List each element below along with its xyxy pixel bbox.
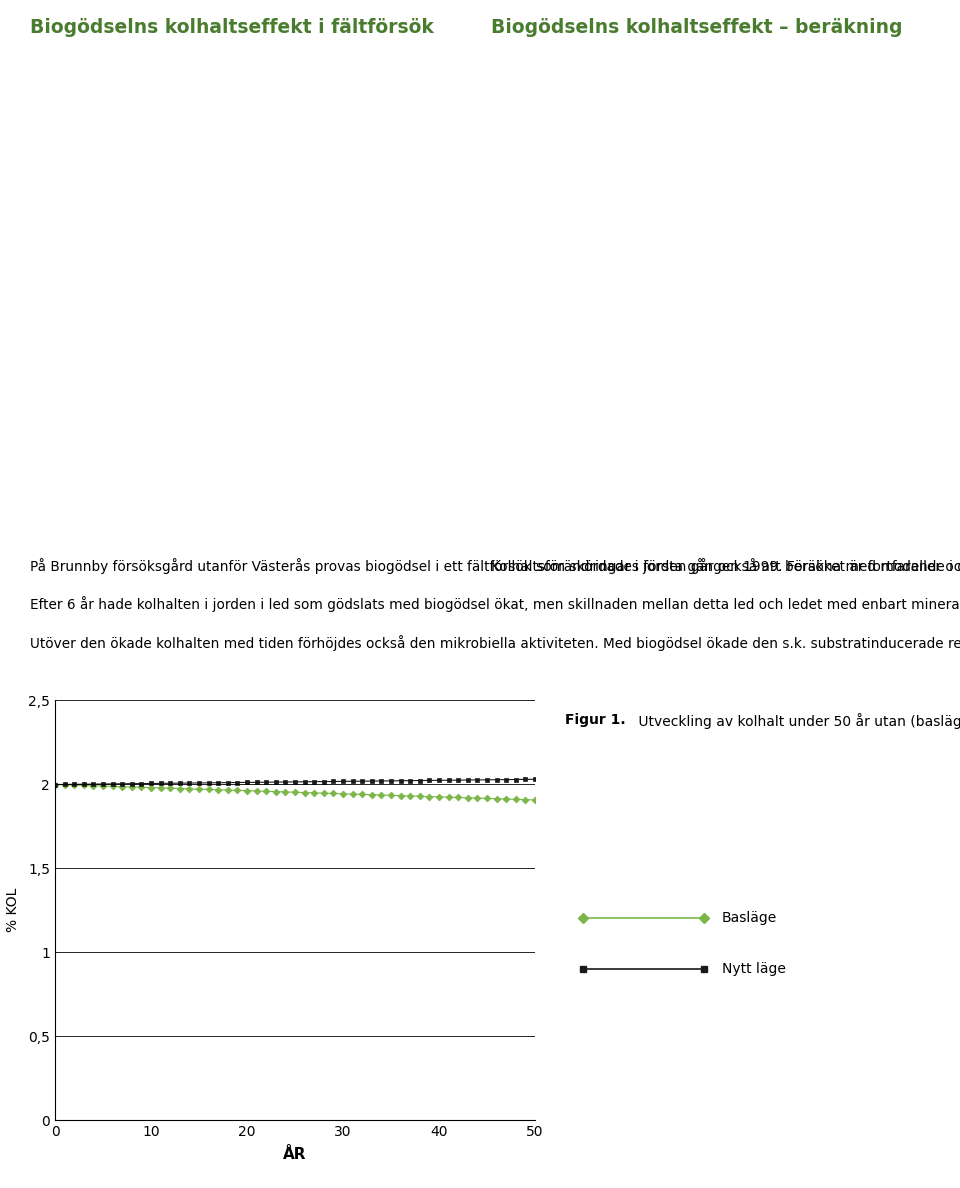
Nytt läge: [155, 776, 166, 790]
Basläge: [395, 789, 406, 803]
Basläge: [49, 777, 60, 791]
Nytt läge: [529, 772, 540, 786]
Nytt läge: [519, 772, 531, 786]
Nytt läge: [193, 776, 204, 790]
Text: Basläge: Basläge: [722, 911, 778, 925]
Nytt läge: [366, 773, 377, 788]
Nytt läge: [49, 777, 60, 791]
Text: Biogödselns kolhaltseffekt – beräkning: Biogödselns kolhaltseffekt – beräkning: [491, 18, 902, 37]
Text: På Brunnby försöksgård utanför Västerås provas biogödsel i ett fältförsök som sk: På Brunnby försöksgård utanför Västerås …: [30, 558, 960, 651]
Text: Kolhaltsförändringar i jorden går också att beräkna med modeller och kalkylprogr: Kolhaltsförändringar i jorden går också …: [491, 558, 960, 574]
Line: Basläge: Basläge: [53, 782, 538, 802]
Nytt läge: [395, 773, 406, 788]
Basläge: [519, 792, 531, 807]
Nytt läge: [203, 776, 214, 790]
X-axis label: ÅR: ÅR: [283, 1148, 307, 1162]
Text: Utveckling av kolhalt under 50 år utan (basläge) och med tillförsel (nytt läge) : Utveckling av kolhalt under 50 år utan (…: [635, 713, 960, 728]
Basläge: [366, 788, 377, 802]
Basläge: [529, 792, 540, 807]
Basläge: [203, 783, 214, 797]
Text: Biogödselns kolhaltseffekt i fältförsök: Biogödselns kolhaltseffekt i fältförsök: [30, 18, 434, 37]
Basläge: [155, 781, 166, 795]
Text: Nytt läge: Nytt läge: [722, 962, 786, 975]
Y-axis label: % KOL: % KOL: [6, 887, 20, 933]
Basläge: [193, 782, 204, 796]
Line: Nytt läge: Nytt läge: [53, 777, 538, 786]
Text: Figur 1.: Figur 1.: [565, 713, 626, 727]
